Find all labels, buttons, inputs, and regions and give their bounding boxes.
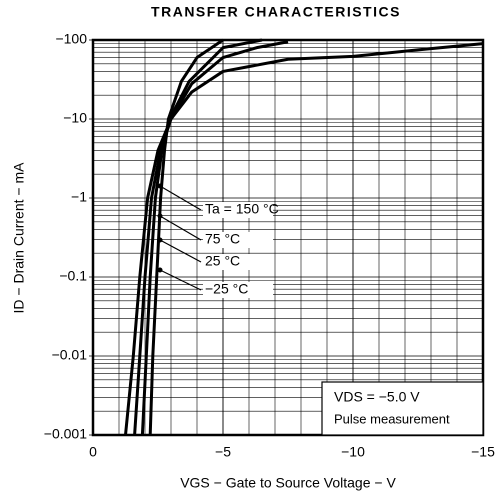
y-axis-label: ID − Drain Current − mA: [11, 162, 27, 314]
label-bg: [203, 232, 273, 248]
label-bg: [203, 254, 273, 270]
y-tick-label: −100: [55, 31, 87, 47]
line-series: [124, 42, 484, 436]
x-axis-label: VGS − Gate to Source Voltage − V: [180, 475, 396, 491]
arrow: [159, 215, 202, 241]
plot-frame: [91, 38, 485, 437]
condition-box: [321, 381, 484, 436]
arrow-head: [157, 183, 163, 189]
y-tick-label: −0.001: [44, 426, 87, 442]
series-label: −25 °C: [205, 281, 248, 297]
series-label: Ta = 150 °C: [205, 201, 279, 217]
label-bg: [203, 282, 273, 298]
arrow-head: [157, 237, 163, 243]
condition-text: VDS = −5.0 V: [334, 389, 420, 405]
series-label: 75 °C: [205, 231, 240, 247]
chart-title: TRANSFER CHARACTERISTICS: [151, 4, 401, 20]
y-tick-label: −0.01: [52, 347, 88, 363]
arrow: [159, 269, 202, 291]
x-tick-label: −10: [341, 444, 365, 460]
arrow-head: [157, 213, 163, 219]
x-tick-label: −5: [215, 444, 231, 460]
y-tick-label: −1: [71, 189, 87, 205]
arrow: [159, 185, 202, 211]
line-series: [140, 38, 263, 436]
condition-text: Pulse measurement: [334, 411, 450, 426]
y-tick-label: −0.1: [59, 268, 87, 284]
series-label: 25 °C: [205, 253, 240, 269]
arrow: [159, 239, 202, 263]
x-tick-label: 0: [89, 444, 97, 460]
arrow-head: [157, 267, 163, 273]
label-bg: [203, 202, 273, 218]
y-tick-label: −10: [63, 110, 87, 126]
x-tick-label: −15: [471, 444, 495, 460]
line-series: [148, 38, 224, 436]
